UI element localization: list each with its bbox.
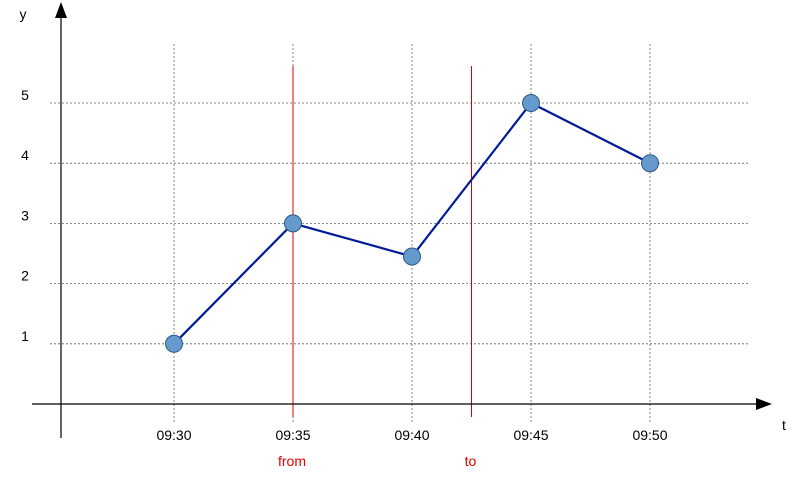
y-tick-label: 4 bbox=[21, 147, 29, 163]
x-tick-label: 09:35 bbox=[275, 427, 310, 443]
range-markers: from to bbox=[278, 66, 477, 469]
data-point bbox=[403, 247, 421, 266]
x-tick-label: 09:45 bbox=[513, 427, 548, 443]
data-point bbox=[284, 214, 302, 233]
x-tick-label: 09:50 bbox=[632, 427, 667, 443]
y-axis-arrow bbox=[55, 2, 67, 18]
x-tick-label: 09:30 bbox=[156, 427, 191, 443]
data-point bbox=[641, 154, 659, 173]
tick-labels: 09:30 09:35 09:40 09:45 09:50 1 2 3 4 5 bbox=[21, 87, 668, 443]
y-tick-label: 1 bbox=[21, 328, 29, 344]
range-marker-label: to bbox=[465, 453, 477, 469]
y-axis-title: y bbox=[20, 6, 27, 22]
x-axis-arrow bbox=[756, 398, 772, 410]
x-tick-label: 09:40 bbox=[394, 427, 429, 443]
data-point bbox=[522, 94, 540, 112]
grid bbox=[50, 44, 750, 422]
y-tick-label: 3 bbox=[21, 207, 29, 223]
y-tick-label: 5 bbox=[21, 87, 29, 103]
axes: t y bbox=[20, 2, 786, 438]
series bbox=[165, 94, 659, 353]
x-axis-title: t bbox=[782, 417, 786, 433]
range-marker-label: from bbox=[278, 453, 306, 469]
y-tick-label: 2 bbox=[21, 268, 29, 284]
data-point bbox=[165, 334, 183, 353]
